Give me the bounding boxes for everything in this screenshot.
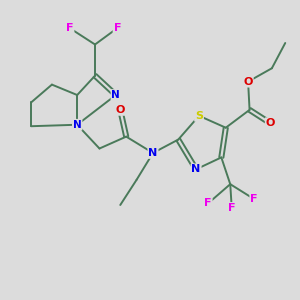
Text: N: N [148, 148, 158, 158]
Text: O: O [243, 76, 253, 87]
Text: N: N [73, 120, 82, 130]
Text: F: F [66, 23, 74, 33]
Text: F: F [228, 203, 236, 213]
Text: S: S [195, 111, 203, 121]
Text: F: F [250, 194, 258, 204]
Text: F: F [204, 199, 212, 208]
Text: O: O [116, 105, 125, 115]
Text: N: N [191, 164, 201, 174]
Text: O: O [266, 118, 275, 128]
Text: N: N [111, 90, 120, 100]
Text: F: F [114, 23, 121, 33]
